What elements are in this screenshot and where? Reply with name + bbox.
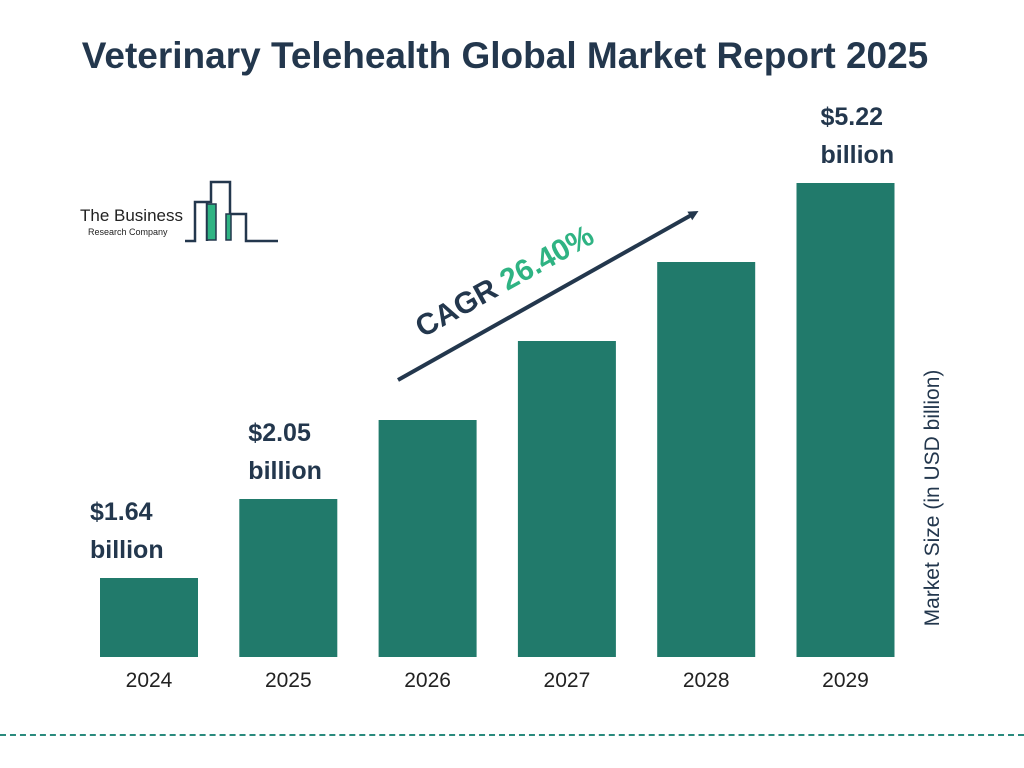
logo-text-line1: The Business bbox=[80, 206, 183, 225]
bar-2028 bbox=[657, 262, 756, 657]
chart-title: Veterinary Telehealth Global Market Repo… bbox=[81, 35, 929, 76]
company-logo: The Business Research Company bbox=[78, 180, 288, 245]
bar-2025 bbox=[239, 499, 338, 657]
data-label-2024: $1.64 bbox=[90, 498, 153, 526]
x-tick-label: 2029 bbox=[822, 669, 869, 692]
x-tick-label: 2028 bbox=[683, 669, 730, 692]
x-tick-label: 2026 bbox=[404, 669, 451, 692]
x-tick-label: 2027 bbox=[544, 669, 591, 692]
x-tick-label: 2024 bbox=[126, 669, 173, 692]
data-label-2029: billion bbox=[821, 141, 895, 169]
growth-arrow-icon bbox=[397, 211, 699, 382]
data-label-2025: $2.05 bbox=[248, 419, 311, 447]
logo-buildings-icon bbox=[185, 180, 278, 243]
data-label-2029: $5.22 bbox=[821, 103, 884, 131]
y-axis-label: Market Size (in USD billion) bbox=[921, 369, 944, 627]
data-label-2024: billion bbox=[90, 536, 164, 564]
bar-2027 bbox=[517, 341, 616, 657]
bar-2029 bbox=[796, 183, 895, 657]
dashed-divider bbox=[0, 734, 1024, 736]
logo-text-line2: Research Company bbox=[88, 227, 168, 237]
x-tick-label: 2025 bbox=[265, 669, 312, 692]
data-label-2025: billion bbox=[248, 457, 322, 485]
bar-2024 bbox=[100, 578, 198, 657]
bar-2026 bbox=[378, 420, 477, 657]
